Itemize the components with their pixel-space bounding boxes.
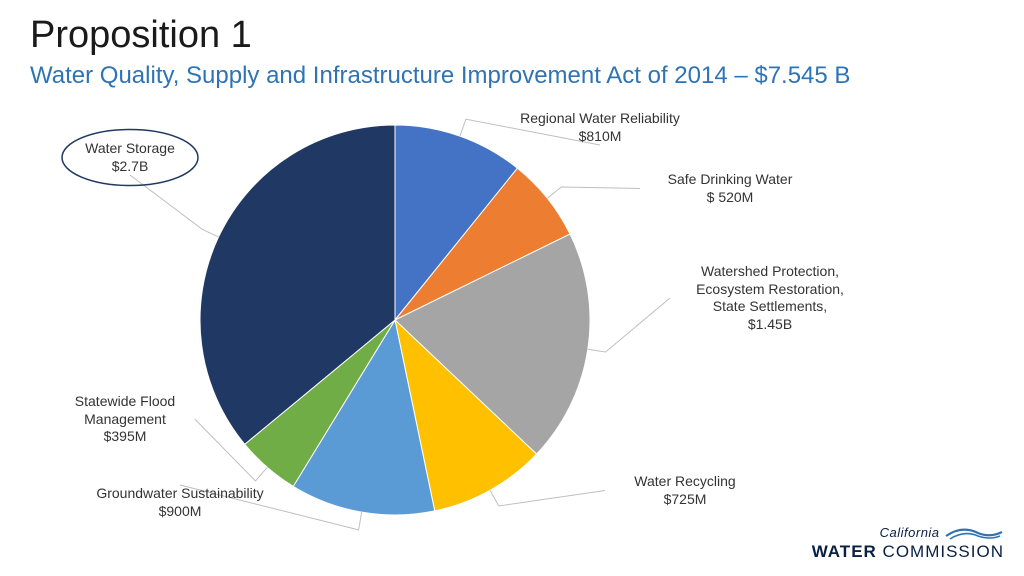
leader-line [588, 298, 670, 352]
page-title: Proposition 1 [30, 14, 252, 57]
page-subtitle: Water Quality, Supply and Infrastructure… [30, 62, 850, 90]
slice-label: Regional Water Reliability$810M [500, 110, 700, 145]
leader-line [490, 490, 605, 506]
slice-label: Statewide FloodManagement$395M [55, 393, 195, 446]
wave-icon [944, 526, 1004, 540]
slice-label: Groundwater Sustainability$900M [70, 485, 290, 520]
slice-label: Watershed Protection,Ecosystem Restorati… [670, 263, 870, 333]
logo: California WATER COMMISSION [812, 524, 1004, 562]
logo-line1: California [880, 525, 940, 540]
logo-line2: WATER COMMISSION [812, 542, 1004, 562]
slice-label: Water Recycling$725M [605, 473, 765, 508]
pie-chart: Regional Water Reliability$810M Safe Drin… [0, 95, 1024, 555]
slice-label: Safe Drinking Water$ 520M [640, 171, 820, 206]
slice-label: Water Storage$2.7B [70, 140, 190, 175]
logo-line2-bold: WATER [812, 542, 883, 561]
logo-line2-rest: COMMISSION [883, 542, 1004, 561]
leader-line [547, 187, 640, 198]
